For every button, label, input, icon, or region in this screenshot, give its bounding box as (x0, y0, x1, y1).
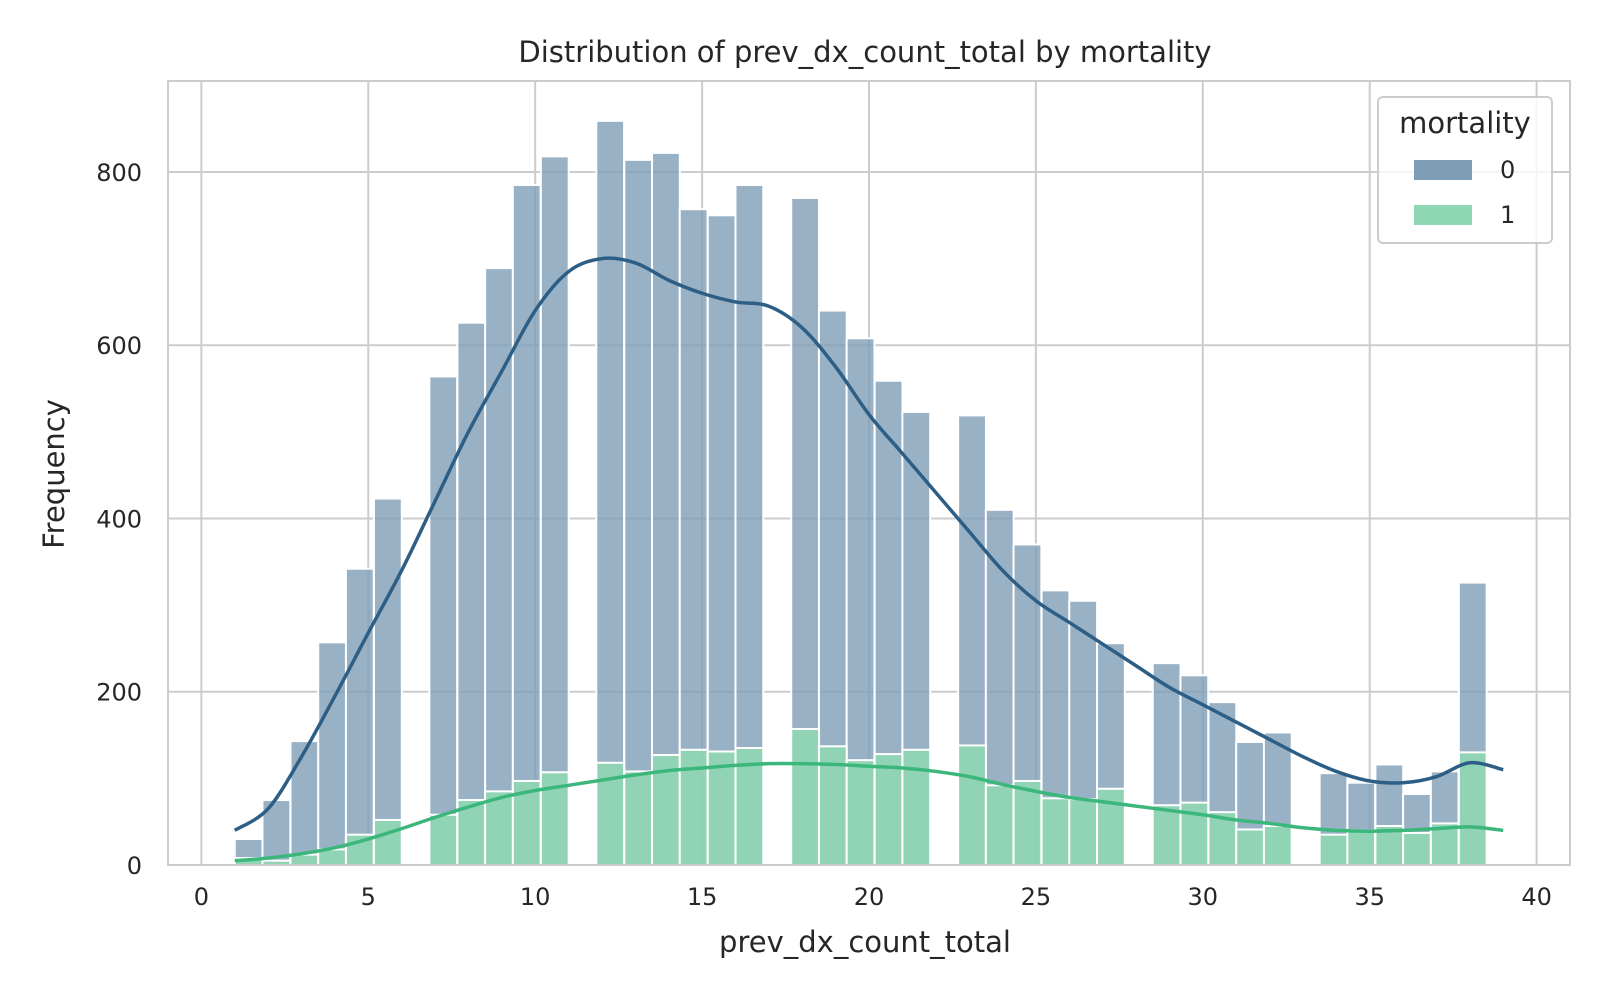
bar-series-1 (428, 813, 459, 867)
legend: mortality 0 1 (1377, 96, 1553, 244)
legend-swatch-0 (1414, 160, 1472, 180)
bar-series-0 (344, 567, 375, 866)
x-tick-label: 0 (194, 883, 209, 911)
bar-series-1 (1402, 831, 1432, 866)
x-tick-label: 30 (1188, 883, 1219, 911)
x-axis-label: prev_dx_count_total (719, 925, 1011, 959)
x-tick-label: 40 (1521, 883, 1552, 911)
bar-series-0 (511, 183, 542, 866)
bar-series-1 (1207, 811, 1238, 867)
bar-series-1 (484, 790, 514, 866)
bar-series-0 (595, 119, 626, 866)
chart-title: Distribution of prev_dx_count_total by m… (518, 35, 1211, 69)
bars-series-1 (233, 727, 1488, 867)
bar-series-1 (1151, 804, 1182, 866)
bar-series-1 (845, 759, 876, 867)
x-tick-label: 15 (687, 883, 718, 911)
x-tick-label: 35 (1354, 883, 1385, 911)
y-axis-label: Frequency (37, 399, 71, 549)
bar-series-1 (734, 747, 765, 867)
legend-label-1: 1 (1500, 201, 1515, 229)
bar-series-1 (1318, 833, 1349, 867)
bar-series-1 (456, 799, 487, 867)
kde-line-series-0 (233, 256, 1504, 832)
legend-title: mortality (1399, 106, 1531, 140)
y-tick-label: 600 (96, 332, 142, 360)
y-tick-label: 0 (127, 852, 142, 880)
x-tick-label: 20 (854, 883, 885, 911)
bar-series-1 (1012, 779, 1043, 866)
bar-series-1 (957, 744, 987, 866)
bar-series-0 (428, 375, 459, 866)
x-tick-label: 25 (1021, 883, 1052, 911)
y-tick-label: 200 (96, 679, 142, 707)
bar-series-0 (317, 641, 348, 866)
bar-series-0 (289, 740, 320, 866)
bar-series-1 (623, 770, 654, 866)
kde-curves (233, 256, 1504, 863)
legend-label-0: 0 (1500, 156, 1515, 184)
bar-series-1 (1235, 828, 1266, 866)
plot-frame (167, 80, 1571, 866)
bar-series-0 (456, 321, 487, 866)
y-tick-label: 400 (96, 505, 142, 533)
y-tick-labels: 0 200 400 600 800 (96, 159, 142, 880)
bar-series-1 (372, 818, 403, 867)
y-tick-label: 800 (96, 159, 142, 187)
bar-series-0 (539, 155, 570, 866)
kde-line-series-1 (234, 761, 1504, 863)
bar-series-1 (984, 784, 1015, 866)
bar-series-1 (790, 727, 821, 866)
bar-series-1 (1457, 751, 1488, 867)
bar-series-0 (372, 497, 403, 866)
bar-series-1 (1068, 798, 1099, 866)
x-tick-label: 10 (520, 883, 551, 911)
x-tick-label: 5 (361, 883, 376, 911)
bar-series-1 (873, 753, 904, 867)
legend-swatch-1 (1414, 205, 1472, 225)
x-tick-labels: 0 5 10 15 20 25 30 35 40 (194, 883, 1552, 911)
bar-series-1 (1262, 825, 1293, 867)
bar-series-1 (1040, 797, 1071, 867)
bar-series-1 (1346, 829, 1377, 867)
